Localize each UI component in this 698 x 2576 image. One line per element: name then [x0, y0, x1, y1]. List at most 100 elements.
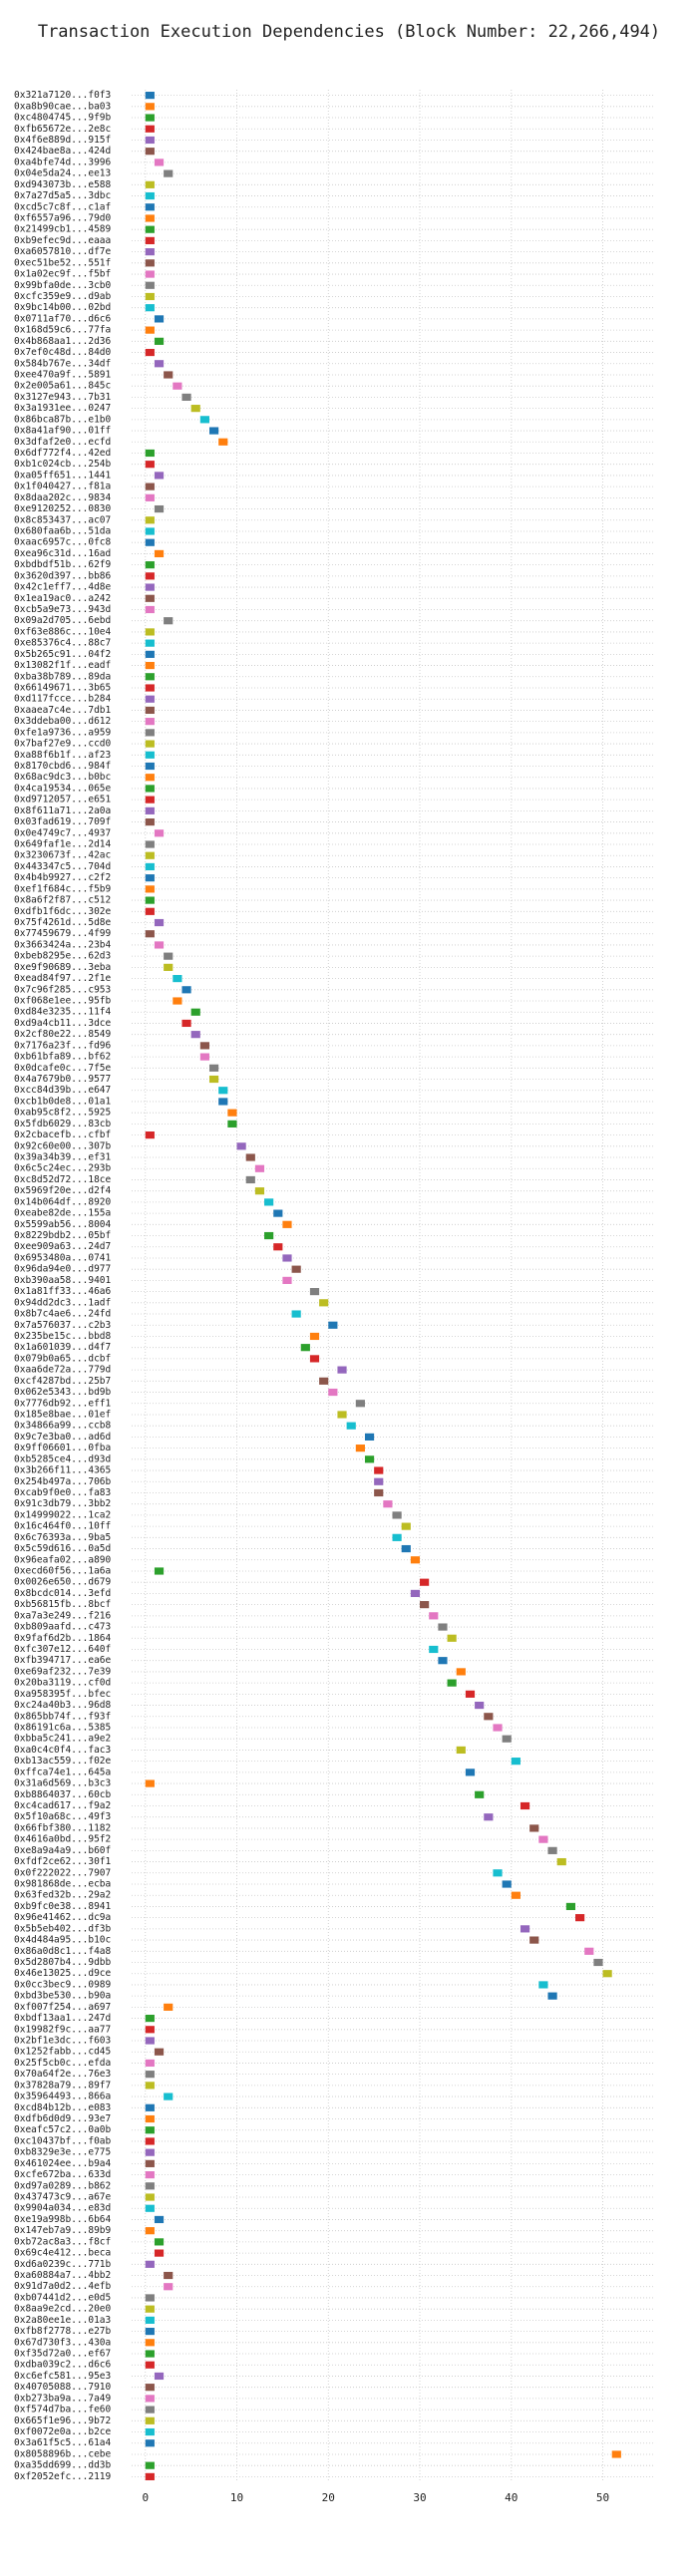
y-tick-label: 0xa8b90cae...ba03	[14, 101, 111, 112]
bar	[154, 549, 165, 558]
y-tick-label: 0xc10437bf...f0ab	[14, 2135, 112, 2146]
y-tick-label: 0xbd3be530...b90a	[14, 1991, 111, 2002]
y-tick-label: 0xecd60f56...1a6a	[14, 1565, 111, 1576]
y-tick-label: 0x6df772f4...42ed	[14, 448, 111, 459]
y-tick-label: 0x665f1e96...9b72	[14, 2415, 111, 2426]
y-tick-label: 0xcd5c7c8f...c1af	[14, 201, 111, 212]
y-tick-label: 0xd6a0239c...771b	[14, 2259, 112, 2270]
bar	[401, 1544, 411, 1553]
chart-title: Transaction Execution Dependencies (Bloc…	[38, 22, 660, 42]
y-tick-label: 0x1f040427...f81a	[14, 482, 111, 492]
bar	[401, 1522, 411, 1530]
y-tick-label: 0x7ef0c48d...84d0	[14, 347, 112, 358]
bar	[438, 1623, 448, 1631]
y-tick-label: 0x8f611a71...2a0a	[14, 805, 111, 816]
bar	[173, 975, 182, 983]
y-tick-label: 0x68ac9dc3...b0bc	[14, 772, 111, 783]
bar	[181, 393, 191, 401]
y-tick-label: 0x5969f20e...d2f4	[14, 1185, 112, 1196]
y-tick-label: 0xdfb6d0d9...93e7	[14, 2113, 111, 2124]
y-tick-label: 0x4ca19534...065e	[14, 783, 112, 794]
bar	[145, 2361, 155, 2369]
y-tick-label: 0x443347c5...704d	[14, 861, 111, 872]
bar	[337, 1411, 347, 1419]
y-tick-label: 0x0dcafe0c...7f5e	[14, 1063, 112, 1074]
y-tick-label: 0x3620d397...bb86	[14, 570, 112, 581]
y-tick-label: 0xe85376c4...88c7	[14, 638, 111, 649]
y-tick-label: 0xf6557a96...79d0	[14, 212, 112, 223]
bar	[475, 1790, 485, 1798]
bar	[611, 2450, 621, 2458]
bar	[145, 2350, 155, 2358]
bar	[145, 483, 155, 490]
y-tick-label: 0xfb394717...ea6e	[14, 1655, 112, 1666]
y-tick-label: 0xc8d52d72...18ce	[14, 1174, 112, 1185]
bar	[199, 1042, 209, 1050]
y-tick-label: 0xf0072e0a...b2ce	[14, 2426, 112, 2437]
bar	[364, 1433, 375, 1441]
bar	[145, 449, 155, 458]
y-tick-label: 0x8bcdc014...3efd	[14, 1588, 111, 1599]
y-tick-label: 0x4b868aa1...2d36	[14, 336, 112, 347]
bar	[145, 930, 155, 938]
y-tick-label: 0x66fbf380...1182	[14, 1822, 111, 1833]
bar	[511, 1891, 521, 1899]
y-tick-label: 0x96eafa02...a890	[14, 1554, 112, 1565]
y-tick-label: 0x0e4749c7...4937	[14, 827, 111, 838]
y-tick-label: 0x321a7120...f0f3	[14, 90, 111, 101]
y-tick-label: 0x8229bdb2...05bf	[14, 1230, 111, 1241]
y-tick-label: 0x649faf1e...2d14	[14, 839, 112, 850]
y-tick-label: 0x424bae8a...424d	[14, 146, 111, 157]
y-tick-label: 0xfe1a9736...a959	[14, 727, 112, 738]
y-tick-label: 0xe19a998b...6b64	[14, 2214, 112, 2225]
y-tick-label: 0x9c7e3ba0...ad6d	[14, 1432, 111, 1443]
y-tick-label: 0x1a601039...d4f7	[14, 1342, 111, 1353]
bar	[154, 315, 165, 323]
bar	[164, 2283, 174, 2291]
bar	[154, 337, 165, 345]
bar	[218, 1098, 228, 1106]
y-tick-label: 0x3230673f...42ac	[14, 850, 111, 861]
y-tick-label: 0xaac6957c...0fc8	[14, 537, 112, 548]
bar	[164, 371, 174, 379]
y-tick-label: 0x4f6e889d...915f	[14, 135, 111, 146]
bar	[145, 718, 155, 726]
bar	[520, 1925, 530, 1933]
y-tick-label: 0xb9efec9d...eaaa	[14, 235, 111, 246]
y-tick-label: 0xd9a4cb11...3dce	[14, 1018, 112, 1029]
y-tick-label: 0xaaea7c4e...7db1	[14, 705, 112, 716]
y-tick-label: 0x4616a0bd...95f2	[14, 1834, 111, 1845]
bar	[145, 851, 155, 859]
bar	[145, 896, 155, 904]
y-tick-label: 0x3663424a...23b4	[14, 939, 112, 950]
bar	[145, 2395, 155, 2403]
bar	[145, 605, 155, 614]
bar	[493, 1869, 503, 1877]
bar	[547, 1992, 557, 2000]
bar	[392, 1533, 402, 1541]
bar	[520, 1801, 530, 1810]
bar	[227, 1120, 237, 1127]
y-tick-label: 0xfb65672e...2e8c	[14, 124, 111, 135]
bar	[145, 2204, 155, 2212]
y-tick-label: 0xcd84b12b...e083	[14, 2102, 111, 2113]
bar	[145, 92, 155, 100]
y-tick-label: 0x20ba3119...cf0d	[14, 1678, 111, 1689]
y-tick-label: 0x16c464f0...10ff	[14, 1521, 111, 1532]
bar	[410, 1556, 421, 1564]
y-tick-label: 0xd9712057...e651	[14, 795, 112, 805]
bar	[145, 740, 155, 748]
bar	[374, 1488, 384, 1497]
x-tick-label: 30	[413, 2491, 426, 2504]
bar	[300, 1344, 310, 1352]
bar	[208, 427, 219, 435]
y-tick-label: 0x77459679...4f99	[14, 928, 112, 939]
bar	[145, 236, 155, 244]
y-tick-label: 0xef1f684c...f5b9	[14, 883, 112, 894]
bar	[429, 1645, 439, 1654]
bar	[145, 774, 155, 782]
bar	[145, 148, 155, 156]
bar	[164, 2271, 174, 2280]
